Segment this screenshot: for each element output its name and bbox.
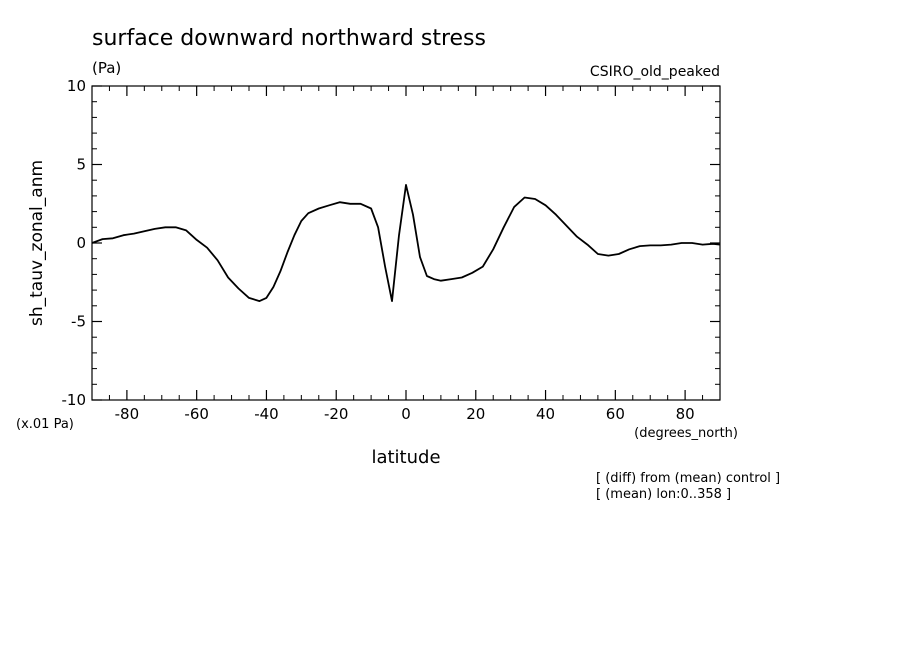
note-mean: [ (mean) lon:0..358 ]	[596, 487, 731, 502]
plot-area: -80 -60 -40 -20 0 20 40 60 80 10 5 0 -5 -10	[62, 77, 721, 423]
x-axis-label: latitude	[371, 447, 440, 468]
x-tick-label: 0	[401, 405, 411, 423]
note-diff: [ (diff) from (mean) control ]	[596, 471, 780, 486]
y-axis-label: sh_tauv_zonal_anm	[27, 160, 47, 326]
x-tick-label: 40	[536, 405, 555, 423]
plot-frame	[91, 85, 721, 401]
x-tick-label: 20	[466, 405, 485, 423]
y-tick-label: 5	[76, 156, 86, 174]
x-axis-ticks: -80 -60 -40 -20 0 20 40 60 80	[115, 86, 695, 423]
model-label: CSIRO_old_peaked	[590, 64, 720, 80]
y-tick-label: -5	[71, 313, 86, 331]
y-tick-label: 0	[76, 234, 86, 252]
units-label: (Pa)	[92, 59, 121, 77]
x-tick-label: -40	[254, 405, 279, 423]
x-tick-label: -60	[184, 405, 209, 423]
x-tick-label: 60	[606, 405, 625, 423]
y-scale-label: (x.01 Pa)	[16, 417, 74, 432]
x-tick-label: 80	[676, 405, 695, 423]
x-units-label: (degrees_north)	[634, 426, 738, 441]
x-tick-label: -20	[324, 405, 349, 423]
data-series-line	[91, 184, 721, 302]
chart-title: surface downward northward stress	[92, 26, 486, 51]
y-axis-ticks: 10 5 0 -5 -10	[62, 77, 720, 409]
y-tick-label: 10	[67, 77, 86, 95]
minor-ticks	[92, 86, 720, 400]
x-tick-label: -80	[115, 405, 140, 423]
y-tick-label: -10	[62, 391, 87, 409]
